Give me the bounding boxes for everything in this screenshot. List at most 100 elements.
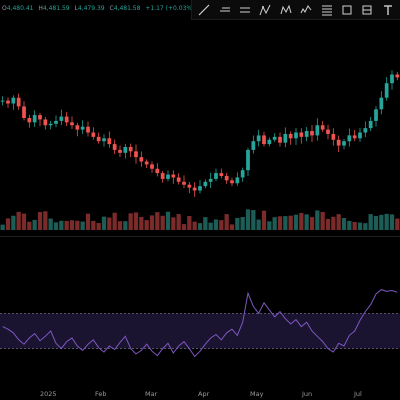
volume-bar — [133, 212, 139, 230]
candle-body — [64, 116, 69, 123]
volume-bar — [176, 214, 181, 230]
candle-body — [123, 147, 128, 153]
candle-body — [107, 138, 112, 145]
time-label-apr: Apr — [198, 390, 210, 398]
candle-body — [176, 177, 181, 182]
volume-bar — [53, 222, 59, 230]
candlestick-chart[interactable] — [0, 0, 400, 236]
rectangle-icon — [342, 5, 352, 14]
candle-body — [144, 161, 149, 165]
candle-body — [11, 97, 16, 104]
candle-body — [267, 139, 272, 145]
volume-bar — [256, 219, 261, 230]
xabcd-pattern-tool[interactable] — [277, 2, 295, 18]
candle-body — [80, 126, 85, 130]
candle-body — [272, 136, 277, 140]
volume-bar — [64, 220, 69, 230]
text-tool[interactable] — [379, 2, 397, 18]
trend-line-tool[interactable] — [195, 2, 213, 18]
pitchfork-icon — [259, 4, 271, 15]
candle-body — [6, 100, 10, 104]
candle-body — [16, 97, 21, 107]
time-axis[interactable]: 2025 Feb Mar Apr May Jun Jul — [0, 387, 400, 400]
volume-bar — [149, 215, 155, 230]
candle-body — [27, 118, 32, 123]
volume-bar — [341, 217, 347, 230]
volume-bar — [96, 223, 101, 230]
candle-body — [240, 170, 245, 178]
volume-bar — [283, 216, 288, 230]
price-chart-pane[interactable] — [0, 0, 400, 236]
trend-line-icon — [198, 4, 210, 15]
candle-body — [208, 178, 213, 182]
xabcd-pattern-icon — [280, 4, 292, 14]
candle-body — [299, 132, 304, 137]
candle-body — [38, 115, 42, 120]
candle-body — [134, 151, 138, 158]
volume-bar — [59, 220, 64, 230]
volume-bar — [368, 214, 373, 230]
candle-body — [75, 125, 80, 130]
candle-body — [235, 177, 240, 184]
volume-bar — [357, 222, 363, 230]
parallel-channel-tool[interactable] — [236, 2, 254, 18]
parallel-channel-icon — [239, 7, 250, 12]
rsi-indicator-pane[interactable] — [0, 237, 400, 387]
candle-body — [22, 106, 26, 118]
volume-bar — [229, 224, 235, 230]
pitchfork-tool[interactable] — [256, 2, 274, 18]
volume-bar — [32, 219, 37, 230]
candle-body — [54, 120, 58, 124]
volume-bar — [107, 217, 112, 230]
candle-body — [374, 109, 378, 121]
volume-bar — [304, 214, 309, 230]
volume-bar — [11, 215, 16, 230]
candle-body — [203, 181, 208, 187]
volume-bar — [144, 220, 149, 230]
elliott-wave-tool[interactable] — [297, 2, 315, 18]
candle-body — [166, 174, 170, 179]
rectangle-tool[interactable] — [338, 2, 356, 18]
measure-tool[interactable] — [358, 2, 376, 18]
volume-bar — [155, 212, 160, 230]
volume-bar — [203, 217, 208, 230]
pane-divider[interactable] — [0, 236, 400, 237]
cycle-lines-tool[interactable] — [318, 2, 336, 18]
volume-bar — [219, 220, 224, 230]
change-value: +1.17 (+0.03%) — [145, 5, 195, 12]
low-value: 4,479.39 — [77, 5, 105, 12]
volume-bar — [171, 217, 176, 230]
volume-bar — [261, 210, 267, 230]
volume-bar — [267, 221, 272, 230]
volume-bar — [117, 221, 123, 230]
volume-bar — [16, 211, 21, 230]
volume-bar — [288, 215, 293, 230]
candle-body — [48, 123, 53, 126]
volume-bar — [320, 211, 325, 230]
candle-body — [160, 173, 165, 179]
candle-body — [112, 144, 117, 150]
candle-body — [246, 149, 250, 171]
candle-body — [128, 147, 133, 152]
volume-bar — [85, 213, 91, 230]
candle-body — [342, 141, 346, 146]
rsi-chart[interactable] — [0, 237, 400, 387]
candle-body — [59, 116, 64, 121]
volume-bar — [224, 214, 229, 230]
candle-body — [294, 132, 298, 139]
candle-body — [230, 180, 234, 184]
time-label-mar: Mar — [145, 390, 158, 398]
measure-icon — [362, 5, 372, 14]
volume-bar — [27, 221, 32, 230]
horizontal-line-tool[interactable] — [216, 2, 234, 18]
candle-body — [91, 132, 96, 137]
candle-body — [70, 122, 74, 126]
open-value: 4,480.41 — [6, 5, 34, 12]
candle-body — [347, 135, 352, 142]
candle-body — [219, 173, 224, 176]
volume-bar — [363, 223, 368, 230]
volume-bar — [0, 224, 5, 230]
candle-body — [304, 131, 309, 137]
close-label: C — [109, 5, 114, 12]
candle-body — [224, 176, 229, 181]
